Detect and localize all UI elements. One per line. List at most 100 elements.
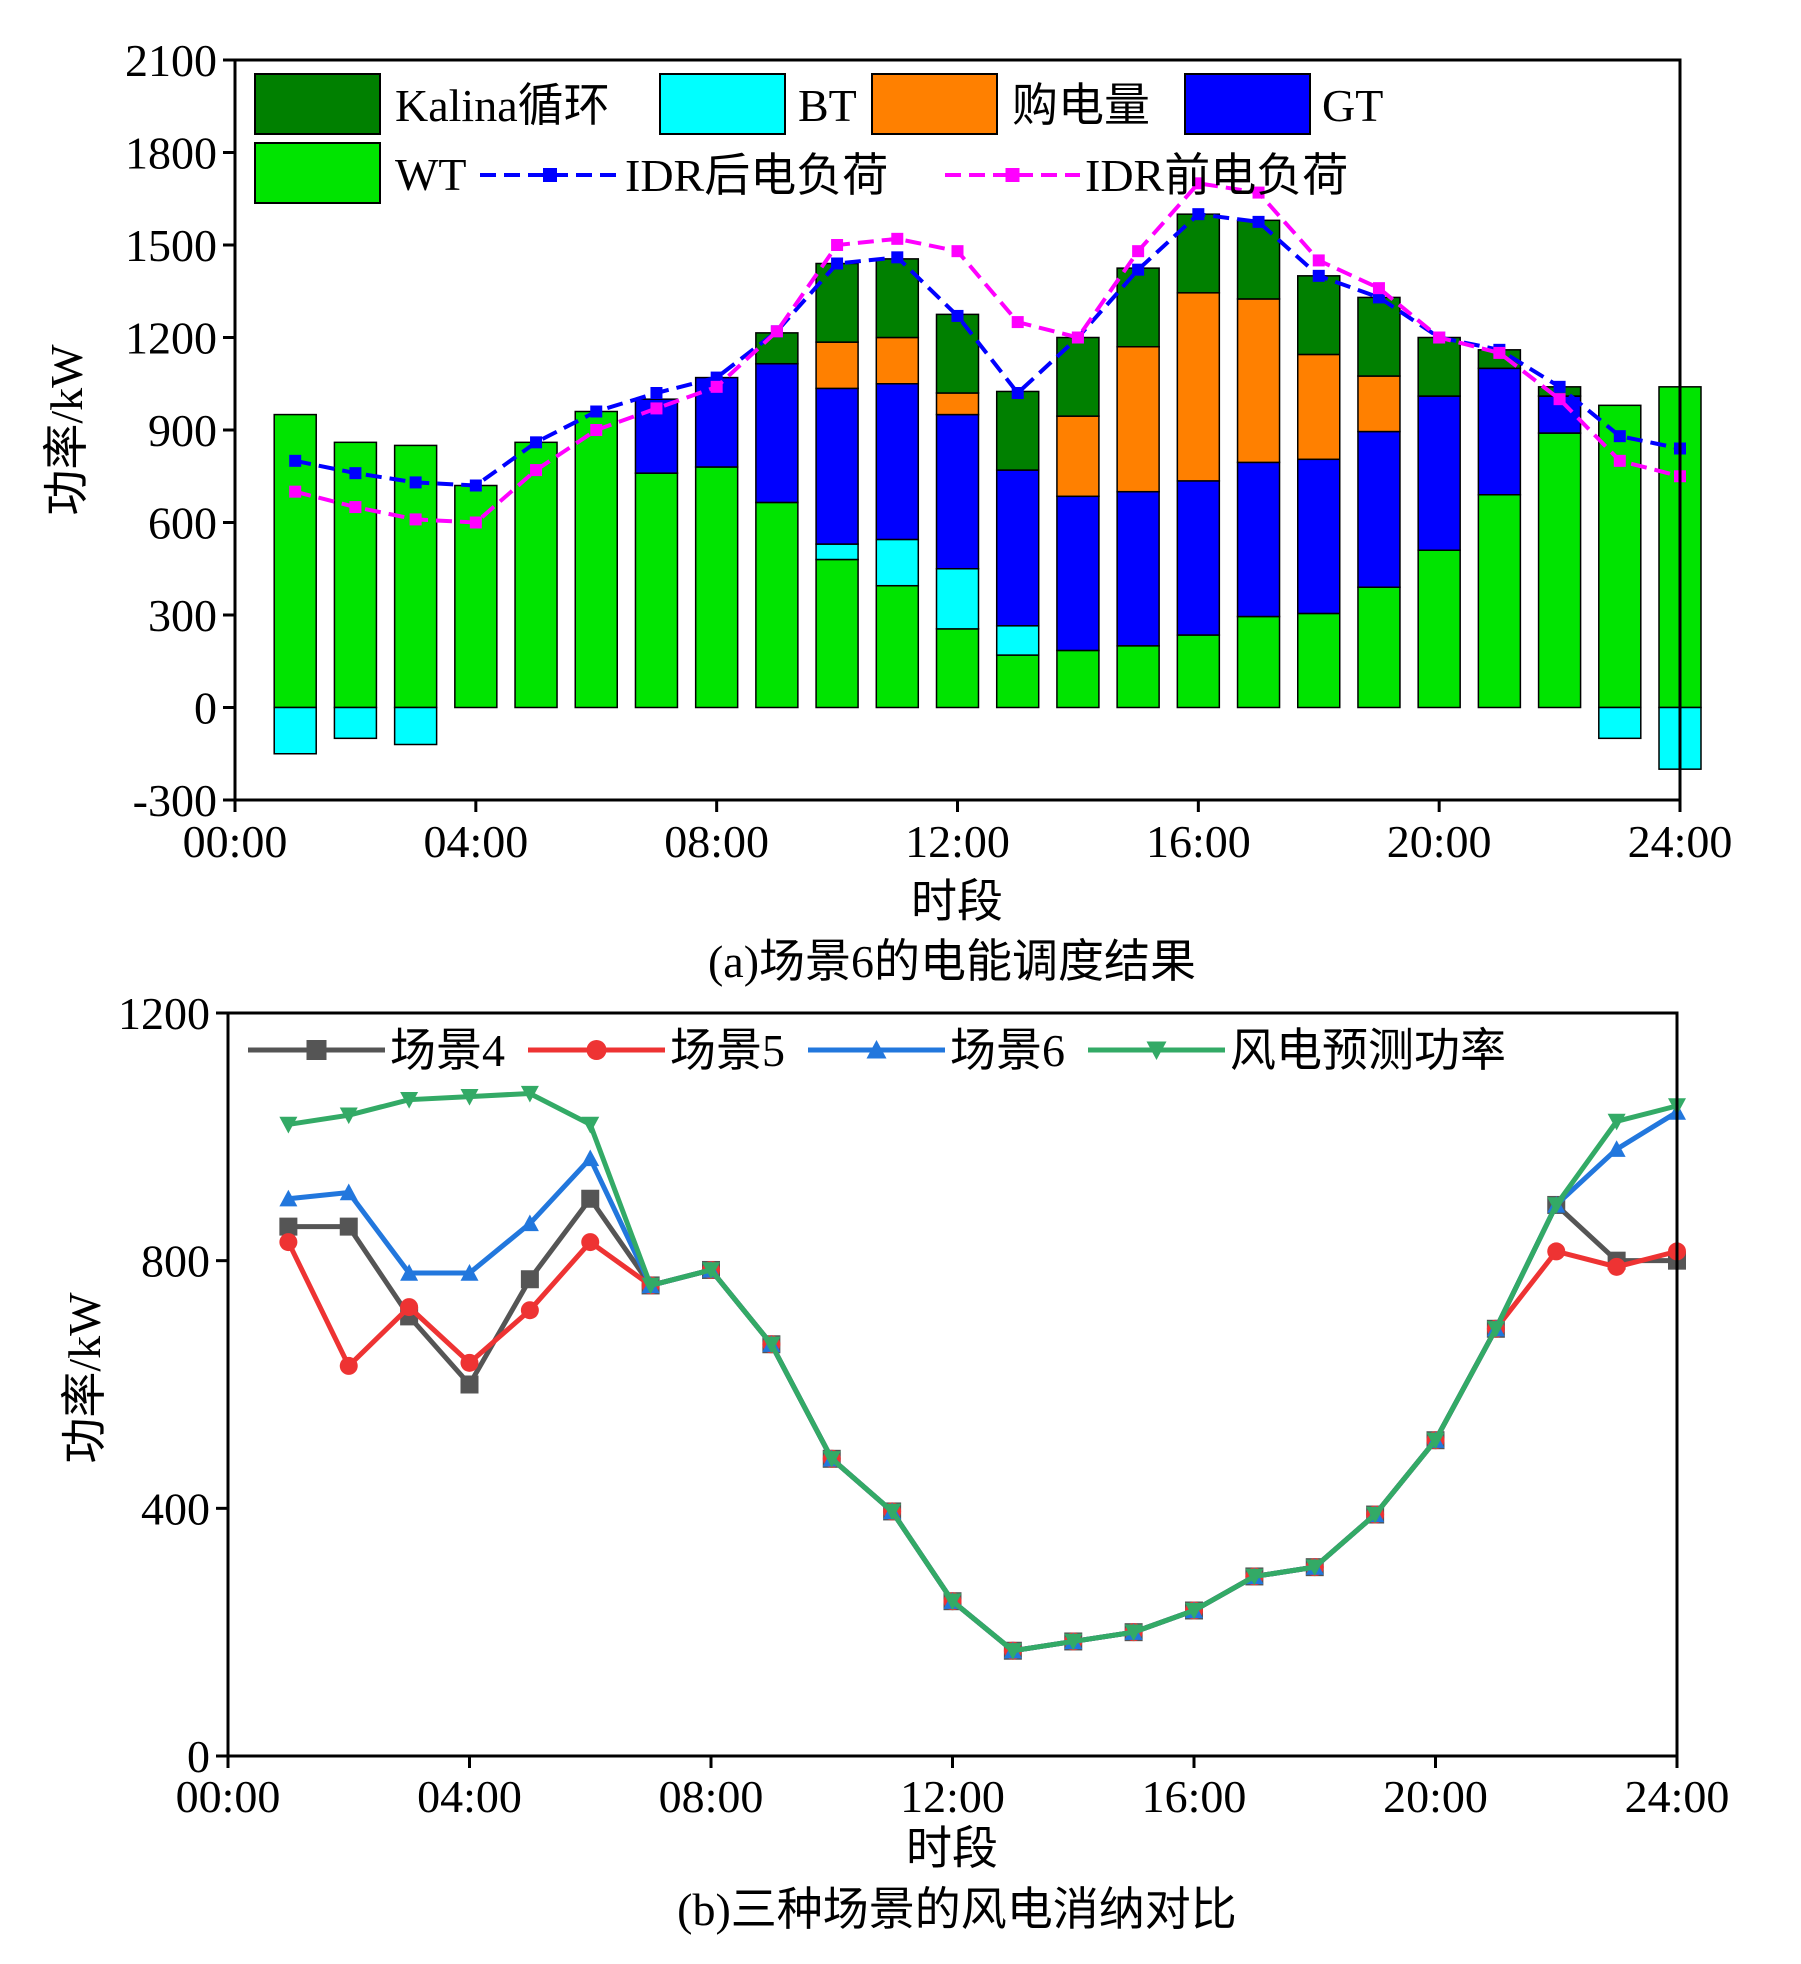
point-IDR后电负荷-7 (650, 387, 663, 399)
point-IDR后电负荷-2 (349, 467, 362, 480)
point-IDR后电负荷-8 (710, 371, 723, 384)
bar-WT-19 (1357, 586, 1401, 709)
bar-Kalina循环-12 (935, 313, 980, 394)
chart-b-lines (279, 1085, 1686, 1660)
point-场景6-3 (400, 1264, 419, 1281)
point-IDR前电负荷-17 (1252, 186, 1265, 199)
point-IDR前电负荷-14 (1071, 331, 1084, 344)
point-IDR前电负荷-22 (1553, 393, 1566, 406)
point-风电预测功率-6 (581, 1116, 600, 1134)
line-风电预测功率 (287, 1090, 1678, 1654)
point-场景4-6 (581, 1189, 600, 1208)
point-IDR后电负荷-6 (590, 405, 603, 418)
point-IDR后电负荷-17 (1252, 215, 1265, 228)
bar-WT-6 (574, 410, 618, 709)
point-IDR前电负荷-15 (1132, 245, 1145, 258)
legend-marker-场景5 (586, 1040, 607, 1060)
y-tick-label: -300 (133, 775, 217, 826)
bar-购电量-17 (1236, 298, 1281, 464)
chart-b-x-label: 时段 (906, 1823, 998, 1874)
y-tick-label: 600 (148, 498, 217, 549)
point-风电预测功率-4 (460, 1088, 479, 1106)
bar-Kalina循环-20 (1417, 336, 1461, 397)
point-IDR后电负荷-19 (1372, 291, 1385, 304)
legend-label-风电预测功率: 风电预测功率 (1230, 1025, 1506, 1076)
point-风电预测功率-8 (702, 1262, 720, 1279)
point-场景5-5 (520, 1301, 539, 1320)
point-风电预测功率-22 (1547, 1197, 1566, 1214)
point-场景6-4 (460, 1264, 479, 1281)
y-tick-label: 1800 (125, 128, 217, 179)
point-场景5-6 (581, 1233, 600, 1252)
point-风电预测功率-18 (1305, 1559, 1324, 1577)
x-tick-label: 12:00 (905, 816, 1010, 867)
y-tick-label: 1200 (125, 313, 217, 364)
legend-swatch-WT (254, 142, 381, 204)
bar-WT-5 (514, 441, 558, 709)
x-tick-label: 04:00 (423, 816, 528, 867)
bar-WT-8 (694, 466, 739, 709)
point-IDR后电负荷-18 (1312, 269, 1325, 282)
bar-GT-19 (1357, 430, 1401, 588)
point-IDR前电负荷-6 (590, 424, 603, 436)
bar-GT-16 (1176, 480, 1221, 636)
bar-WT-2 (333, 441, 378, 709)
bar-GT-11 (875, 383, 920, 541)
point-IDR前电负荷-23 (1613, 454, 1626, 467)
bar-WT-15 (1116, 645, 1160, 709)
chart-a-y-ticks: -300 0 300 600 900 1200 1500 1800 2100 (125, 35, 235, 826)
point-IDR后电负荷-23 (1613, 430, 1626, 443)
x-tick-label: 00:00 (183, 816, 288, 867)
legend-marker-风电预测功率 (1146, 1041, 1167, 1060)
chart-a-x-label: 时段 (911, 876, 1003, 927)
point-IDR后电负荷-15 (1132, 263, 1145, 276)
bar-WT-3 (393, 444, 438, 709)
point-风电预测功率-23 (1607, 1113, 1626, 1131)
point-风电预测功率-20 (1426, 1432, 1445, 1450)
point-风电预测功率-17 (1245, 1568, 1264, 1586)
bar-购电量-11 (875, 336, 920, 385)
bar-BT-13 (995, 625, 1040, 656)
point-IDR前电负荷-20 (1433, 331, 1446, 344)
point-场景6-1 (279, 1189, 298, 1207)
point-风电预测功率-16 (1185, 1602, 1203, 1620)
point-风电预测功率-10 (822, 1451, 841, 1468)
y-tick-label: 900 (148, 405, 217, 456)
legend-label-GT: GT (1322, 80, 1383, 131)
legend-label-购电量: 购电量 (1012, 80, 1150, 131)
point-IDR前电负荷-21 (1493, 346, 1506, 359)
point-IDR前电负荷-8 (710, 380, 723, 393)
point-风电预测功率-9 (762, 1336, 781, 1354)
chart-a-lines (289, 177, 1686, 529)
point-IDR后电负荷-12 (951, 309, 964, 322)
bar-Kalina循环-9 (755, 332, 799, 365)
bar-BT-2 (333, 706, 378, 740)
point-风电预测功率-5 (520, 1085, 539, 1103)
chart-a-x-ticks: 00:00 04:00 08:00 12:00 16:00 20:00 24:00 (183, 800, 1732, 867)
x-tick-label: 04:00 (417, 1771, 522, 1822)
legend-label-IDR后电负荷: IDR后电负荷 (625, 150, 888, 201)
y-tick-label: 0 (187, 1731, 210, 1782)
point-IDR前电负荷-2 (349, 501, 362, 514)
legend-label-BT: BT (798, 80, 857, 131)
legend-marker-IDR后电负荷 (543, 168, 557, 182)
point-IDR前电负荷-11 (891, 232, 904, 245)
x-tick-label: 12:00 (900, 1771, 1005, 1822)
point-IDR后电负荷-11 (891, 251, 904, 264)
bar-购电量-14 (1056, 415, 1100, 498)
point-场景5-22 (1547, 1242, 1566, 1261)
chart-b-caption: (b)三种场景的风电消纳对比 (677, 1884, 1237, 1935)
legend-label-场景6: 场景6 (950, 1025, 1065, 1076)
legend-swatch-Kalina循环 (254, 73, 381, 135)
bar-BT-10 (815, 543, 859, 561)
bar-WT-17 (1236, 615, 1281, 709)
legend-swatch-GT (1184, 73, 1311, 135)
point-风电预测功率-7 (641, 1277, 660, 1295)
legend-label-Kalina循环: Kalina循环 (395, 80, 610, 131)
point-IDR前电负荷-7 (650, 402, 663, 415)
x-tick-label: 16:00 (1146, 816, 1251, 867)
chart-b: 00:00 04:00 08:00 12:00 16:00 20:00 24:00 0 400… (59, 988, 1729, 1935)
point-IDR后电负荷-1 (289, 454, 302, 467)
bar-购电量-18 (1297, 353, 1341, 461)
